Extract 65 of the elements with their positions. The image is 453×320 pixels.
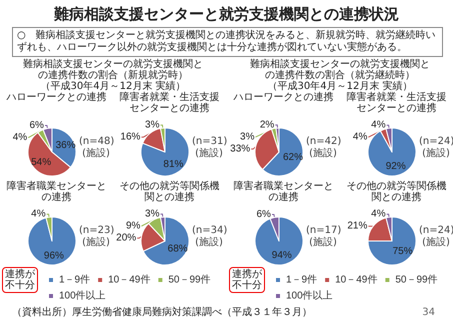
text: ○ 難病相談支援センターと就労支援機関との連携状況をみると、新規就労時、就労継続時いずれも、ハローワーク以外の就労支援機関とは十分な連携が図れていない実態がある。 [12, 27, 443, 57]
data-label: 4% [371, 208, 386, 220]
legend-label: 100件以上 [59, 290, 106, 302]
data-label: 16% [120, 132, 141, 143]
text: (n=34) [192, 225, 228, 236]
data-label: 4% [31, 208, 46, 220]
data-label: 21% [347, 220, 368, 232]
legend-label: 10－49件 [335, 274, 378, 286]
chart-title: 障害者就業・生活支援センターとの連携 [346, 92, 448, 114]
data-label: 3% [145, 120, 160, 131]
text: （平成30年4月～12月末 実績） [40, 81, 186, 92]
text: (n=24) [419, 225, 453, 236]
data-label: 2% [260, 120, 274, 131]
text: (施設) [308, 237, 338, 248]
text: （平成30年4月～12月末 実績） [266, 81, 412, 92]
data-label: 20% [116, 232, 136, 244]
chart-title: その他の就労等関係機関との連携 [118, 181, 220, 203]
text: (施設) [421, 237, 451, 248]
text: 連携が不十分 [229, 267, 265, 293]
data-label: 6% [29, 120, 44, 131]
text: 34 [421, 307, 435, 318]
data-label: 68% [168, 244, 188, 255]
text: (n=48) [79, 136, 114, 147]
legend-label: 10－49件 [108, 274, 150, 286]
text: (施設) [81, 237, 111, 248]
text: (n=31) [192, 136, 228, 147]
data-label: 81% [163, 158, 184, 170]
text: (施設) [194, 148, 224, 159]
legend-label: 100件以上 [286, 290, 333, 302]
text: (n=23) [79, 225, 114, 236]
chart-title: ハローワークとの連携 [6, 92, 108, 103]
text: (n=24) [419, 136, 453, 147]
data-label: 96% [44, 250, 64, 262]
text: （資料出所）厚生労働省健康局難病対策課調べ（平成３１年３月） [12, 307, 313, 318]
legend-label: 50－99件 [168, 274, 211, 286]
text: 連携が不十分 [2, 267, 38, 293]
data-label: 4% [352, 132, 368, 143]
chart-title: その他の就労等関係機関との連携 [346, 181, 448, 203]
legend-label: 1－9件 [59, 274, 90, 286]
data-label: 9% [126, 220, 141, 232]
data-label: 6% [256, 208, 272, 220]
data-label: 75% [392, 246, 413, 258]
text: (施設) [81, 148, 111, 159]
text: 難病相談支援センターの就労支援機関との連携件数の割合（新規就労時） [22, 59, 204, 81]
text: 難病相談支援センターの就労支援機関との連携件数の割合（就労継続時） [249, 59, 431, 81]
data-label: 4% [12, 132, 28, 143]
text: (施設) [194, 237, 224, 248]
legend-label: 50－99件 [395, 274, 438, 286]
text: 難病相談支援センターと就労支援機関との連携状況 [52, 5, 400, 23]
data-label: 3% [145, 208, 160, 220]
chart-title: 障害者職業センターとの連携 [6, 181, 108, 203]
data-label: 3% [240, 132, 255, 143]
text: (施設) [308, 148, 338, 159]
data-label: 94% [272, 250, 292, 262]
data-label: 92% [386, 161, 406, 172]
data-label: 33% [230, 144, 250, 155]
text: (n=42) [306, 136, 342, 147]
text: (施設) [421, 148, 451, 159]
chart-title: 障害者就業・生活支援センターとの連携 [118, 92, 220, 114]
text: (n=17) [306, 225, 342, 236]
data-label: 4% [371, 120, 386, 131]
chart-title: 障害者職業センターとの連携 [232, 181, 334, 203]
chart-title: ハローワークとの連携 [232, 92, 334, 103]
data-label: 54% [31, 156, 52, 168]
legend-label: 1－9件 [286, 274, 318, 286]
